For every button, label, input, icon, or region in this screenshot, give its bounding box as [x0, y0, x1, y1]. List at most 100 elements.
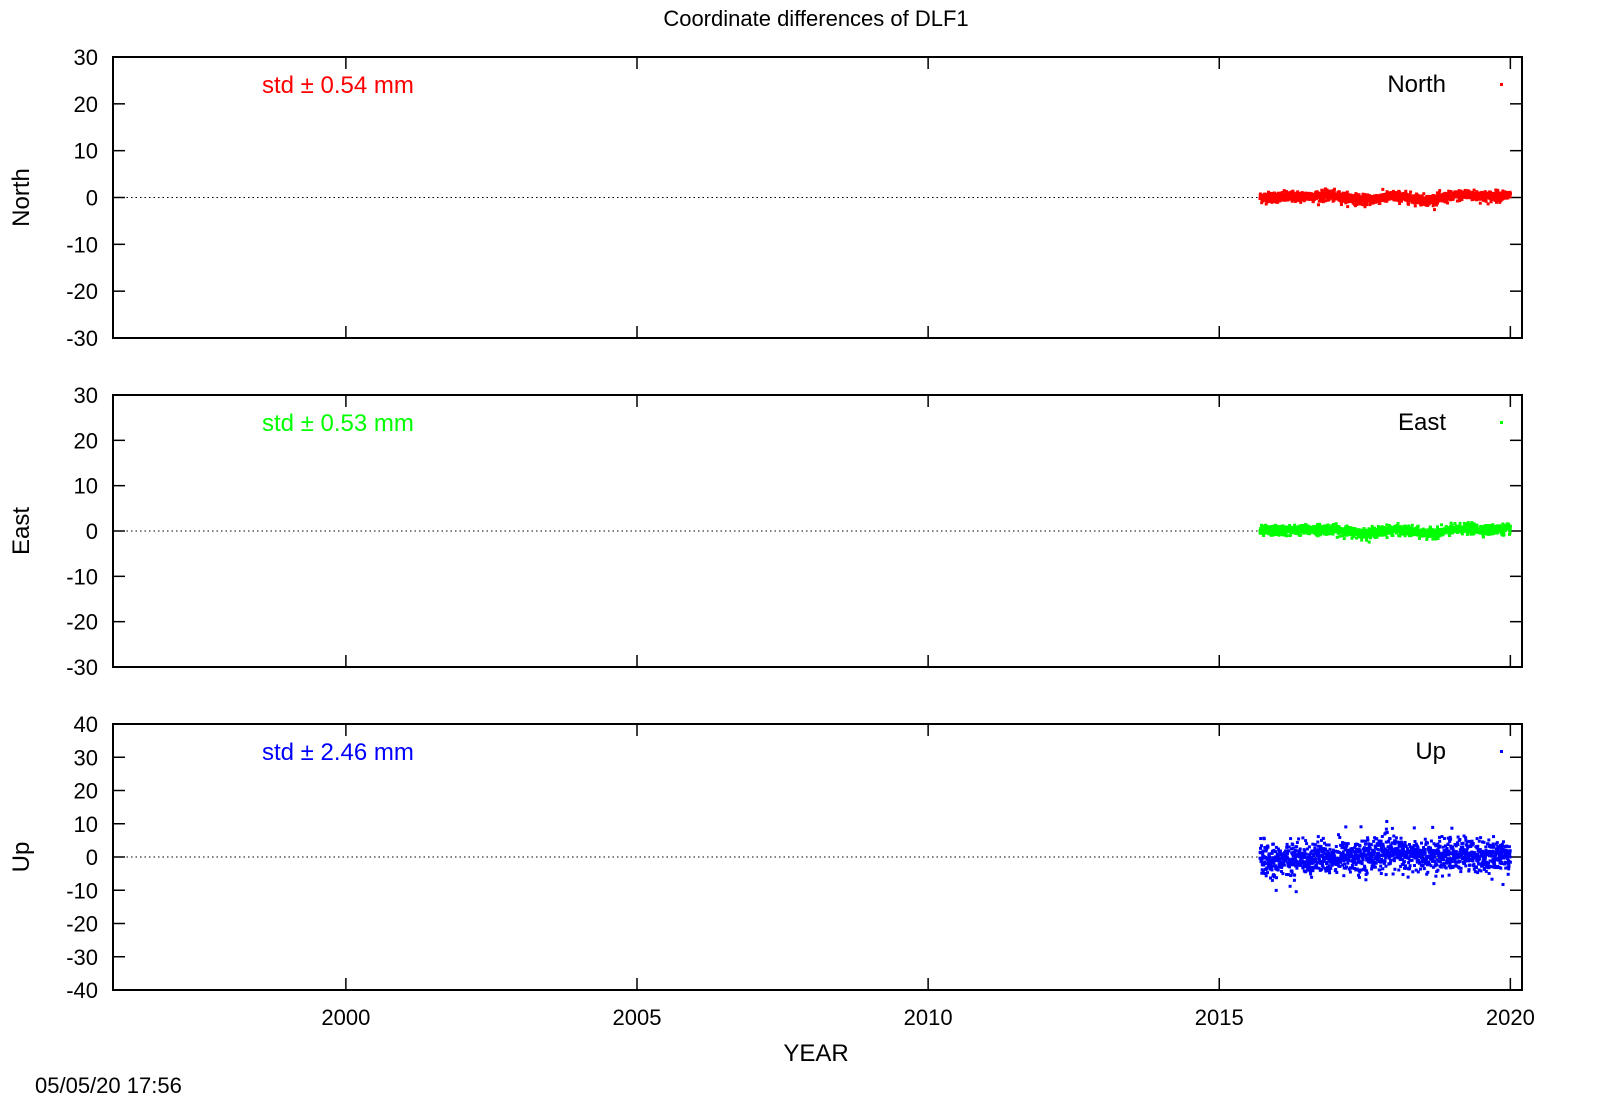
data-point [1370, 855, 1374, 859]
data-point [1451, 848, 1455, 852]
data-point [1435, 858, 1439, 862]
data-point [1446, 842, 1450, 846]
data-point [1309, 851, 1313, 855]
data-point [1436, 853, 1440, 857]
data-point [1477, 839, 1481, 843]
legend-marker [1500, 421, 1503, 424]
data-point [1479, 869, 1483, 873]
data-point [1270, 868, 1274, 872]
plot-frame [112, 723, 1523, 991]
data-point [1289, 837, 1293, 841]
data-point [1435, 863, 1439, 867]
data-point [1316, 840, 1320, 844]
data-point [1423, 851, 1427, 854]
data-point [1397, 868, 1401, 872]
data-point [1371, 201, 1375, 205]
data-point [1426, 870, 1430, 874]
data-point [1385, 820, 1389, 823]
data-point [1294, 526, 1298, 530]
data-point [1386, 853, 1390, 857]
data-point [1484, 853, 1487, 857]
data-point [1314, 863, 1318, 867]
data-point [1261, 849, 1265, 853]
data-point [1328, 847, 1332, 851]
data-point [1319, 848, 1323, 851]
data-point [1320, 199, 1324, 203]
data-point [1308, 853, 1312, 857]
data-point [1436, 201, 1439, 205]
data-point [1435, 852, 1439, 856]
data-point [1452, 530, 1456, 533]
data-point [1302, 852, 1306, 856]
data-point [1359, 868, 1363, 872]
data-point [1420, 853, 1424, 857]
data-point [1400, 843, 1404, 847]
data-point [1260, 201, 1264, 205]
data-point [1508, 195, 1512, 199]
data-point [1469, 859, 1473, 862]
data-point [1288, 865, 1292, 869]
data-point [1365, 869, 1369, 873]
data-point [1421, 202, 1425, 206]
data-point [1371, 848, 1375, 852]
data-point [1416, 193, 1420, 197]
data-point [1389, 843, 1393, 847]
data-point [1369, 853, 1373, 857]
data-point [1361, 858, 1365, 862]
data-point [1378, 853, 1382, 857]
data-point [1442, 837, 1446, 840]
data-point [1345, 865, 1348, 869]
data-point [1269, 876, 1272, 880]
data-point [1270, 524, 1274, 528]
data-point [1461, 845, 1465, 849]
data-point [1328, 869, 1331, 873]
data-point [1337, 194, 1340, 198]
data-point [1457, 197, 1461, 201]
data-point [1508, 527, 1512, 531]
data-point [1458, 199, 1462, 203]
data-point [1424, 843, 1428, 847]
data-point [1487, 525, 1490, 529]
data-point [1487, 872, 1491, 875]
data-point [1340, 203, 1343, 206]
data-point [1414, 868, 1418, 872]
data-point [1487, 861, 1491, 865]
data-point [1289, 847, 1293, 851]
data-point [1278, 849, 1282, 853]
data-point [1307, 191, 1311, 195]
data-point [1310, 849, 1314, 853]
data-point [1275, 876, 1278, 880]
data-point [1363, 864, 1366, 868]
data-point [1449, 857, 1453, 861]
data-point [1344, 855, 1348, 859]
plot-frame [112, 56, 1523, 339]
data-point [1345, 190, 1349, 194]
data-point [1372, 850, 1376, 854]
data-point [1392, 852, 1396, 856]
data-point [1426, 841, 1429, 845]
data-point [1296, 190, 1300, 194]
data-point [1268, 199, 1272, 203]
data-point [1401, 845, 1405, 849]
data-point [1374, 200, 1378, 203]
data-point [1407, 861, 1411, 865]
data-point [1365, 849, 1369, 853]
data-point [1268, 191, 1272, 195]
data-point [1303, 849, 1307, 853]
data-point [1382, 850, 1386, 854]
data-point [1292, 878, 1296, 882]
data-point [1329, 532, 1333, 535]
data-point [1506, 872, 1510, 876]
data-point [1466, 846, 1470, 850]
data-point [1459, 870, 1463, 874]
data-point [1262, 837, 1266, 841]
data-point [1417, 861, 1421, 865]
data-point [1361, 839, 1365, 843]
data-point [1292, 863, 1296, 867]
data-point [1260, 871, 1264, 875]
data-point [1394, 836, 1398, 840]
data-point [1475, 523, 1479, 527]
data-point [1398, 849, 1402, 853]
data-point [1378, 841, 1382, 845]
data-point [1495, 858, 1499, 862]
